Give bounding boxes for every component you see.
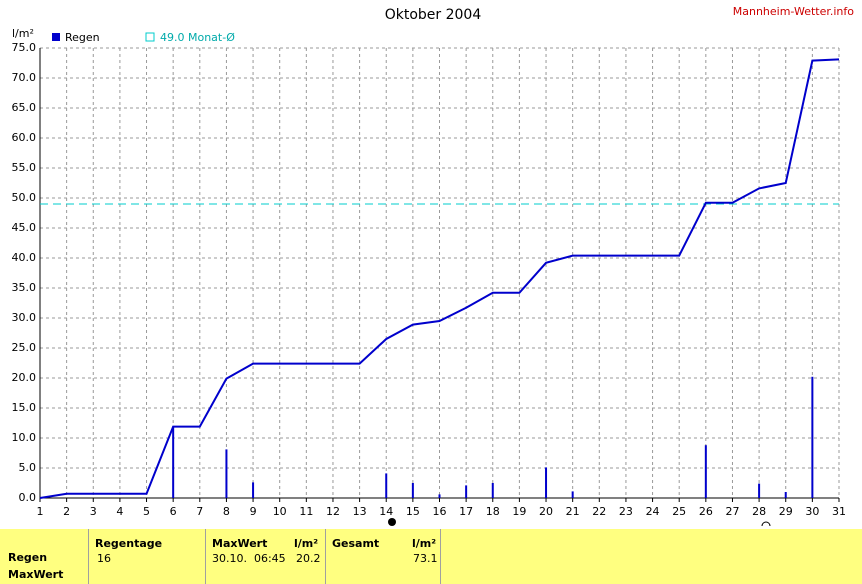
value: 16 [97,552,111,565]
y-tick-label: 45.0 [12,221,37,234]
x-tick-label: 3 [90,505,97,518]
x-tick-label: 27 [725,505,739,518]
bar [811,376,814,498]
unit: l/m² [412,537,437,550]
chart: Oktober 2004 Mannheim-Wetter.info l/m² R… [12,5,855,527]
x-tick-label: 10 [273,505,287,518]
bar [491,483,494,498]
x-tick-label: 11 [299,505,313,518]
y-tick-label: 15.0 [12,401,37,414]
bar [225,449,228,498]
bar [172,426,175,498]
bar [465,485,468,498]
x-tick-label: 9 [250,505,257,518]
summary-table: Regen MaxWert Regentage 16 MaxWert l/m² … [0,529,862,584]
y-tick-label: 30.0 [12,311,37,324]
source: Mannheim-Wetter.info [733,5,855,18]
x-tick-label: 30 [805,505,819,518]
x-tick-label: 6 [170,505,177,518]
y-tick-label: 35.0 [12,281,37,294]
row-label: MaxWert [8,568,64,581]
x-tick-label: 21 [566,505,580,518]
y-tick-label: 60.0 [12,131,37,144]
bar [411,483,414,498]
x-tick-label: 16 [433,505,447,518]
y-tick-label: 25.0 [12,341,37,354]
x-tick-label: 2 [63,505,70,518]
x-tick-label: 7 [196,505,203,518]
x-tick-label: 14 [379,505,393,518]
y-tick-label: 50.0 [12,191,37,204]
y-tick-label: 5.0 [19,461,37,474]
y-tick-label: 10.0 [12,431,37,444]
line [39,58,840,499]
x-tick-label: 8 [223,505,230,518]
x-tick-label: 31 [832,505,846,518]
y-tick-label: 55.0 [12,161,37,174]
bar [438,494,441,498]
row-label: Regen [8,551,48,564]
x-tick-label: 13 [353,505,367,518]
x-tick-label: 25 [672,505,686,518]
x-tick-label: 4 [116,505,123,518]
x-tick-label: 22 [592,505,606,518]
x-tick-label: 15 [406,505,420,518]
header: MaxWert [212,537,268,550]
x-tick-label: 28 [752,505,766,518]
new-moon [761,521,771,527]
bar [784,492,787,498]
bar [571,491,574,498]
y-tick-label: 65.0 [12,101,37,114]
x-tick-label: 19 [512,505,526,518]
x-tick-label: 29 [779,505,793,518]
value: 73.1 [413,552,438,565]
x-tick-label: 17 [459,505,473,518]
separator [325,529,326,584]
legend-swatch [52,33,60,41]
bar [704,445,707,498]
date: 30.10. 06:45 [212,552,286,565]
x-tick-label: 26 [699,505,713,518]
separator [440,529,441,584]
separator [205,529,206,584]
legend-label: 49.0 Monat-Ø [160,31,235,44]
x-tick-label: 20 [539,505,553,518]
x-tick-label: 5 [143,505,150,518]
unit: l/m² [294,537,319,550]
full-moon [388,518,396,526]
y-tick-label: 70.0 [12,71,37,84]
y-tick-label: 75.0 [12,41,37,54]
y-tick-label: 0.0 [19,491,37,504]
header: Regentage [95,537,163,550]
x-tick-label: 24 [646,505,660,518]
header: Gesamt [332,537,380,550]
bar [385,473,388,498]
bar [545,467,548,498]
bar [252,482,255,498]
x-tick-label: 1 [37,505,44,518]
chart-title: Oktober 2004 [385,7,482,23]
value: 20.2 [296,552,321,565]
bar [758,483,761,498]
x-tick-label: 23 [619,505,633,518]
x-tick-label: 12 [326,505,340,518]
y-axis-label: l/m² [12,27,34,40]
x-tick-label: 18 [486,505,500,518]
legend-label: Regen [65,31,100,44]
legend-swatch [145,32,155,42]
y-tick-label: 20.0 [12,371,37,384]
y-tick-label: 40.0 [12,251,37,264]
separator [88,529,89,584]
